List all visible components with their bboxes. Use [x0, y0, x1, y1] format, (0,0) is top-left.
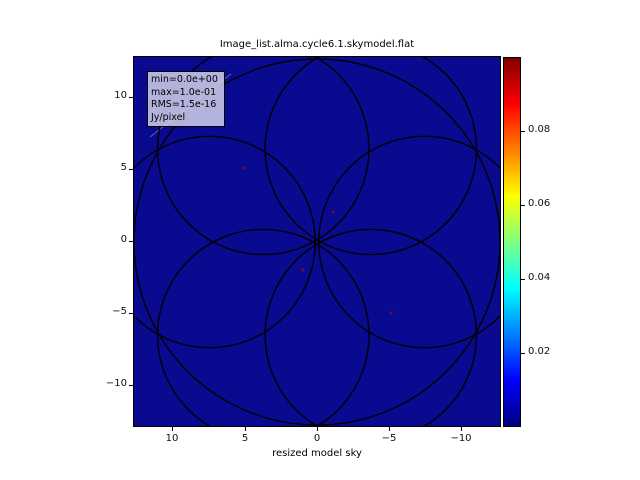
x-tick-mark [389, 427, 390, 431]
x-tick-mark [317, 427, 318, 431]
y-tick-mark [129, 169, 133, 170]
y-tick-label: 5 [120, 162, 127, 173]
x-tick-label: 5 [241, 433, 249, 444]
y-tick-label: 0 [120, 234, 127, 245]
y-tick-mark [129, 385, 133, 386]
y-tick-mark [129, 241, 133, 242]
mosaic-circle [156, 228, 370, 426]
x-tick-label: −5 [381, 433, 397, 444]
plot-title: Image_list.alma.cycle6.1.skymodel.flat [219, 39, 415, 50]
colorbar-tick-label: 0.08 [528, 124, 551, 135]
colorbar-tick-mark [521, 131, 525, 132]
point-source-dot [331, 210, 335, 214]
colorbar-tick-label: 0.04 [528, 272, 551, 283]
stats-annotation: min=0.0e+00 max=1.0e-01 RMS=1.5e-16 Jy/p… [147, 71, 225, 127]
stat-max: max=1.0e-01 [151, 86, 217, 98]
colorbar-tick-mark [521, 205, 525, 206]
x-tick-label: −10 [450, 433, 472, 444]
mosaic-circle [318, 135, 500, 349]
point-source-dot [389, 311, 393, 315]
y-tick-mark [129, 313, 133, 314]
stat-units: Jy/pixel [151, 111, 186, 123]
y-tick-label: 10 [114, 90, 127, 101]
colorbar-tick-label: 0.06 [528, 198, 551, 209]
x-tick-label: 10 [165, 433, 179, 444]
stat-rms: RMS=1.5e-16 [151, 99, 217, 110]
x-axis-label: resized model sky [272, 448, 362, 459]
x-tick-mark [245, 427, 246, 431]
mosaic-circle [134, 135, 316, 349]
stat-min: min=0.0e+00 [151, 74, 218, 85]
colorbar [503, 57, 521, 427]
colorbar-tick-label: 0.02 [528, 346, 551, 357]
outer-ring-circle [134, 58, 500, 426]
y-tick-label: −10 [105, 378, 127, 389]
mosaic-circle [156, 57, 370, 256]
mosaic-circle [264, 228, 478, 426]
y-tick-label: −5 [112, 306, 127, 317]
x-tick-mark [461, 427, 462, 431]
colorbar-tick-mark [521, 353, 525, 354]
point-source-dot [242, 166, 246, 170]
x-tick-label: 0 [313, 433, 321, 444]
point-source-dot [301, 268, 305, 272]
y-tick-mark [129, 97, 133, 98]
mosaic-circle [264, 57, 478, 256]
x-tick-mark [172, 427, 173, 431]
colorbar-tick-mark [521, 279, 525, 280]
